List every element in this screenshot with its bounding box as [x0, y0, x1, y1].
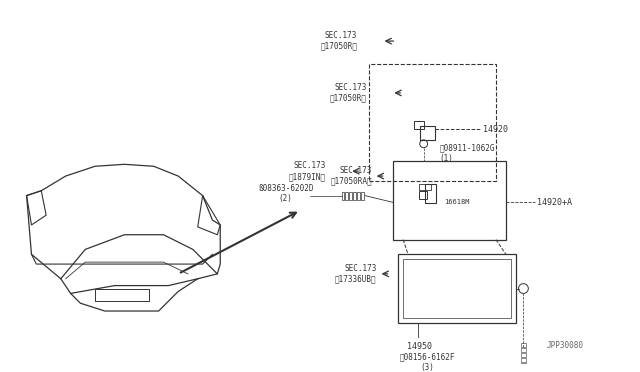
Bar: [357, 192, 360, 199]
Text: 16618M: 16618M: [444, 199, 470, 205]
Bar: [414, 121, 424, 129]
Text: 14920: 14920: [483, 125, 508, 134]
Text: ß08363-6202D
(2): ß08363-6202D (2): [258, 184, 314, 203]
Bar: [520, 353, 526, 357]
Text: SEC.173
】17050R〓: SEC.173 】17050R〓: [320, 31, 357, 51]
Text: 14950: 14950: [407, 342, 432, 351]
Text: SEC.173
】17336UB〓: SEC.173 】17336UB〓: [335, 264, 377, 283]
Bar: [394, 161, 506, 240]
Text: JPP30080: JPP30080: [547, 341, 584, 350]
Bar: [425, 184, 436, 203]
Text: Ⓞ08911-1062G
(1): Ⓞ08911-1062G (1): [439, 144, 495, 163]
Bar: [398, 254, 516, 323]
Text: 14920+A: 14920+A: [537, 198, 572, 207]
Bar: [361, 192, 364, 199]
Bar: [403, 259, 511, 318]
Bar: [520, 358, 526, 362]
Text: SEC.173
】1879IN〓: SEC.173 】1879IN〓: [289, 161, 326, 181]
Bar: [419, 191, 427, 199]
Bar: [420, 126, 435, 140]
Text: ⒲08156-6162F
(3): ⒲08156-6162F (3): [400, 352, 455, 372]
Text: SEC.173
】17050RA〓: SEC.173 】17050RA〓: [330, 166, 372, 186]
Bar: [346, 192, 348, 199]
Bar: [520, 343, 526, 347]
Bar: [520, 363, 526, 367]
Bar: [353, 192, 356, 199]
Text: SEC.173
】17050R〓: SEC.173 】17050R〓: [330, 83, 367, 103]
Bar: [419, 184, 431, 190]
Bar: [349, 192, 352, 199]
Bar: [520, 348, 526, 352]
Bar: [342, 192, 344, 199]
